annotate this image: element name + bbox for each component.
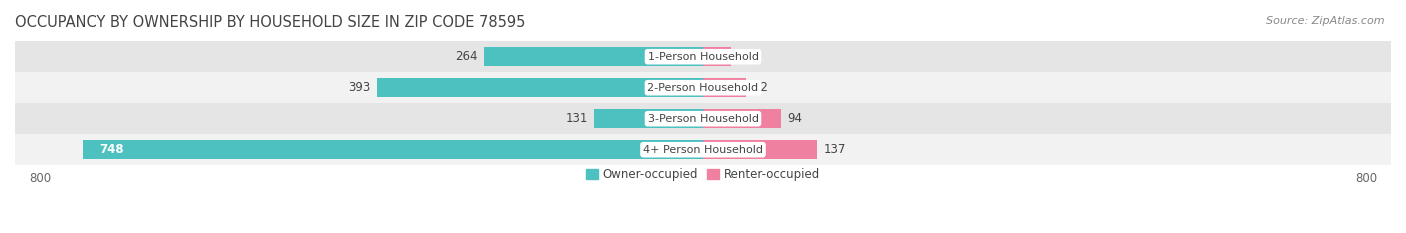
Bar <box>484 47 703 66</box>
Bar <box>703 47 731 66</box>
Text: 4+ Person Household: 4+ Person Household <box>643 145 763 155</box>
Bar <box>703 78 747 97</box>
Bar <box>15 41 1391 72</box>
Text: 2-Person Household: 2-Person Household <box>647 83 759 93</box>
Bar <box>377 78 703 97</box>
Legend: Owner-occupied, Renter-occupied: Owner-occupied, Renter-occupied <box>581 163 825 186</box>
Text: 137: 137 <box>823 143 845 156</box>
Text: 748: 748 <box>100 143 124 156</box>
Bar <box>15 134 1391 165</box>
Text: 1-Person Household: 1-Person Household <box>648 52 758 62</box>
Text: 34: 34 <box>738 50 752 63</box>
Bar <box>595 109 703 128</box>
Bar <box>15 72 1391 103</box>
Bar <box>703 140 817 159</box>
Bar <box>15 103 1391 134</box>
Text: 52: 52 <box>752 81 768 94</box>
Bar <box>83 140 703 159</box>
Text: Source: ZipAtlas.com: Source: ZipAtlas.com <box>1267 16 1385 26</box>
Text: 94: 94 <box>787 112 803 125</box>
Text: 3-Person Household: 3-Person Household <box>648 114 758 124</box>
Text: 131: 131 <box>565 112 588 125</box>
Text: OCCUPANCY BY OWNERSHIP BY HOUSEHOLD SIZE IN ZIP CODE 78595: OCCUPANCY BY OWNERSHIP BY HOUSEHOLD SIZE… <box>15 15 526 30</box>
Bar <box>703 109 780 128</box>
Text: 264: 264 <box>456 50 478 63</box>
Text: 393: 393 <box>349 81 371 94</box>
